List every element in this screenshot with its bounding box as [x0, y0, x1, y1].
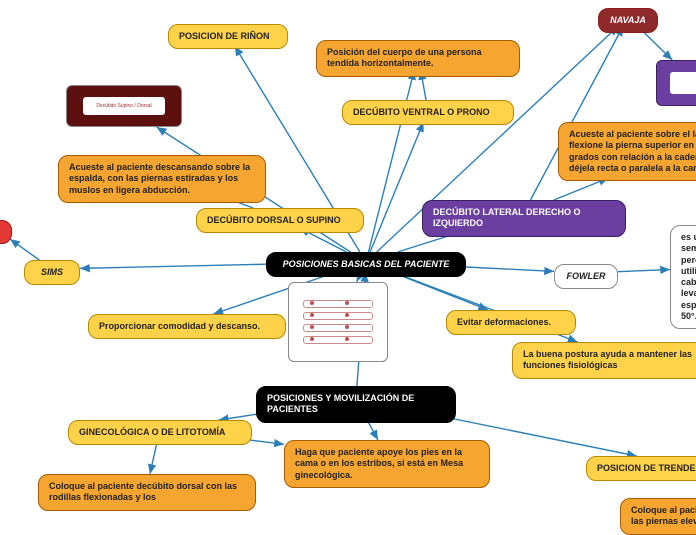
node-label: Proporcionar comodidad y descanso.	[99, 321, 260, 332]
node-label: NAVAJA	[610, 15, 646, 26]
edge	[466, 267, 554, 271]
node-fowlerdesc[interactable]: es una posición en la que el paciente se…	[670, 225, 696, 329]
node-label: POSICION DE TRENDELENBURG	[597, 463, 696, 474]
node-label: SIMS	[41, 267, 63, 278]
node-rinon[interactable]: POSICION DE RIÑON	[168, 24, 288, 49]
node-fowler[interactable]: FOWLER	[554, 264, 618, 289]
image-big	[288, 282, 388, 362]
edge	[554, 178, 609, 200]
node-acueste2[interactable]: Acueste al paciente sobre el lado izquie…	[558, 122, 696, 181]
node-gine[interactable]: GINECOLÓGICA O DE LITOTOMÍA	[68, 420, 252, 445]
node-sims[interactable]: SIMS	[24, 260, 80, 285]
node-ventral[interactable]: DECÚBITO VENTRAL O PRONO	[342, 100, 514, 125]
node-redleft[interactable]	[0, 220, 12, 244]
edge	[391, 272, 488, 310]
node-label: La buena postura ayuda a mantener las fu…	[523, 349, 696, 372]
node-lateral[interactable]: DECÚBITO LATERAL DERECHO O IZQUIERDO	[422, 200, 626, 237]
node-label: Coloque al paciente decúbito dorsal con …	[631, 505, 696, 528]
node-label: DECÚBITO DORSAL O SUPINO	[207, 215, 341, 226]
node-haga[interactable]: Haga que paciente apoye los pies en la c…	[284, 440, 490, 488]
node-label: POSICION DE RIÑON	[179, 31, 270, 42]
image-topright	[656, 60, 696, 106]
node-label: Posición del cuerpo de una persona tendi…	[327, 47, 509, 70]
node-label: DECÚBITO LATERAL DERECHO O IZQUIERDO	[433, 207, 615, 230]
node-label: DECÚBITO VENTRAL O PRONO	[353, 107, 490, 118]
node-label: es una posición en la que el paciente se…	[681, 232, 696, 322]
node-label: FOWLER	[567, 271, 606, 282]
node-label: Evitar deformaciones.	[457, 317, 551, 328]
node-deform[interactable]: Evitar deformaciones.	[446, 310, 576, 335]
node-navaja[interactable]: NAVAJA	[598, 8, 658, 33]
node-dorsal[interactable]: DECÚBITO DORSAL O SUPINO	[196, 208, 364, 233]
node-label: Coloque al paciente decúbito dorsal con …	[49, 481, 245, 504]
node-central[interactable]: POSICIONES BASICAS DEL PACIENTE	[266, 252, 466, 277]
node-label: Acueste al paciente sobre el lado izquie…	[569, 129, 696, 174]
node-label: POSICIONES Y MOVILIZACIÓN DE PACIENTES	[267, 393, 445, 416]
node-label: GINECOLÓGICA O DE LITOTOMÍA	[79, 427, 225, 438]
edge	[10, 239, 39, 260]
edge	[369, 70, 415, 252]
node-movil[interactable]: POSICIONES Y MOVILIZACIÓN DE PACIENTES	[256, 386, 456, 423]
edge	[618, 270, 670, 272]
node-coloque1[interactable]: Coloque al paciente decúbito dorsal con …	[38, 474, 256, 511]
node-label: Haga que paciente apoye los pies en la c…	[295, 447, 479, 481]
node-horiz[interactable]: Posición del cuerpo de una persona tendi…	[316, 40, 520, 77]
node-comodidad[interactable]: Proporcionar comodidad y descanso.	[88, 314, 286, 339]
node-label: POSICIONES BASICAS DEL PACIENTE	[283, 259, 450, 270]
edge	[80, 264, 266, 268]
node-trendel[interactable]: POSICION DE TRENDELENBURG	[586, 456, 696, 481]
edge	[370, 122, 423, 252]
node-label: Acueste al paciente descansando sobre la…	[69, 162, 255, 196]
node-acueste1[interactable]: Acueste al paciente descansando sobre la…	[58, 155, 266, 203]
node-coloque2[interactable]: Coloque al paciente decúbito dorsal con …	[620, 498, 696, 535]
image-small: Decúbito Supino / Dorsal	[66, 85, 182, 127]
node-postura[interactable]: La buena postura ayuda a mantener las fu…	[512, 342, 696, 379]
